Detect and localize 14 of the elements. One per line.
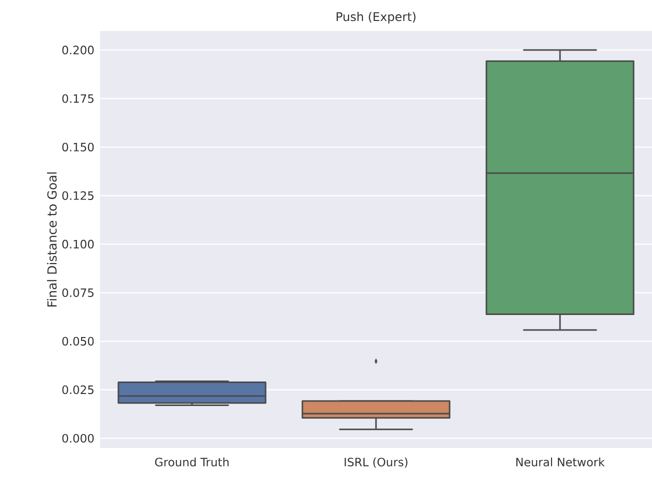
y-tick-label: 0.200: [62, 46, 94, 54]
y-tick-label: 0.000: [62, 434, 94, 443]
x-tick-label: ISRL (Ours): [344, 458, 408, 468]
x-tick-label: Ground Truth: [155, 458, 229, 466]
y-tick-label: 0.025: [62, 385, 94, 394]
y-tick-label: 0.125: [62, 191, 94, 200]
y-axis-title: Final Distance to Goal: [47, 172, 57, 306]
chart-title: Push (Expert): [336, 12, 416, 24]
y-tick-label: 0.050: [62, 336, 94, 346]
y-tick-label: 0.175: [62, 94, 94, 103]
y-tick-label: 0.075: [62, 288, 94, 298]
x-tick-label: Neural Network: [516, 458, 605, 466]
y-tick-label: 0.150: [62, 142, 94, 152]
y-tick-label: 0.100: [62, 240, 94, 248]
